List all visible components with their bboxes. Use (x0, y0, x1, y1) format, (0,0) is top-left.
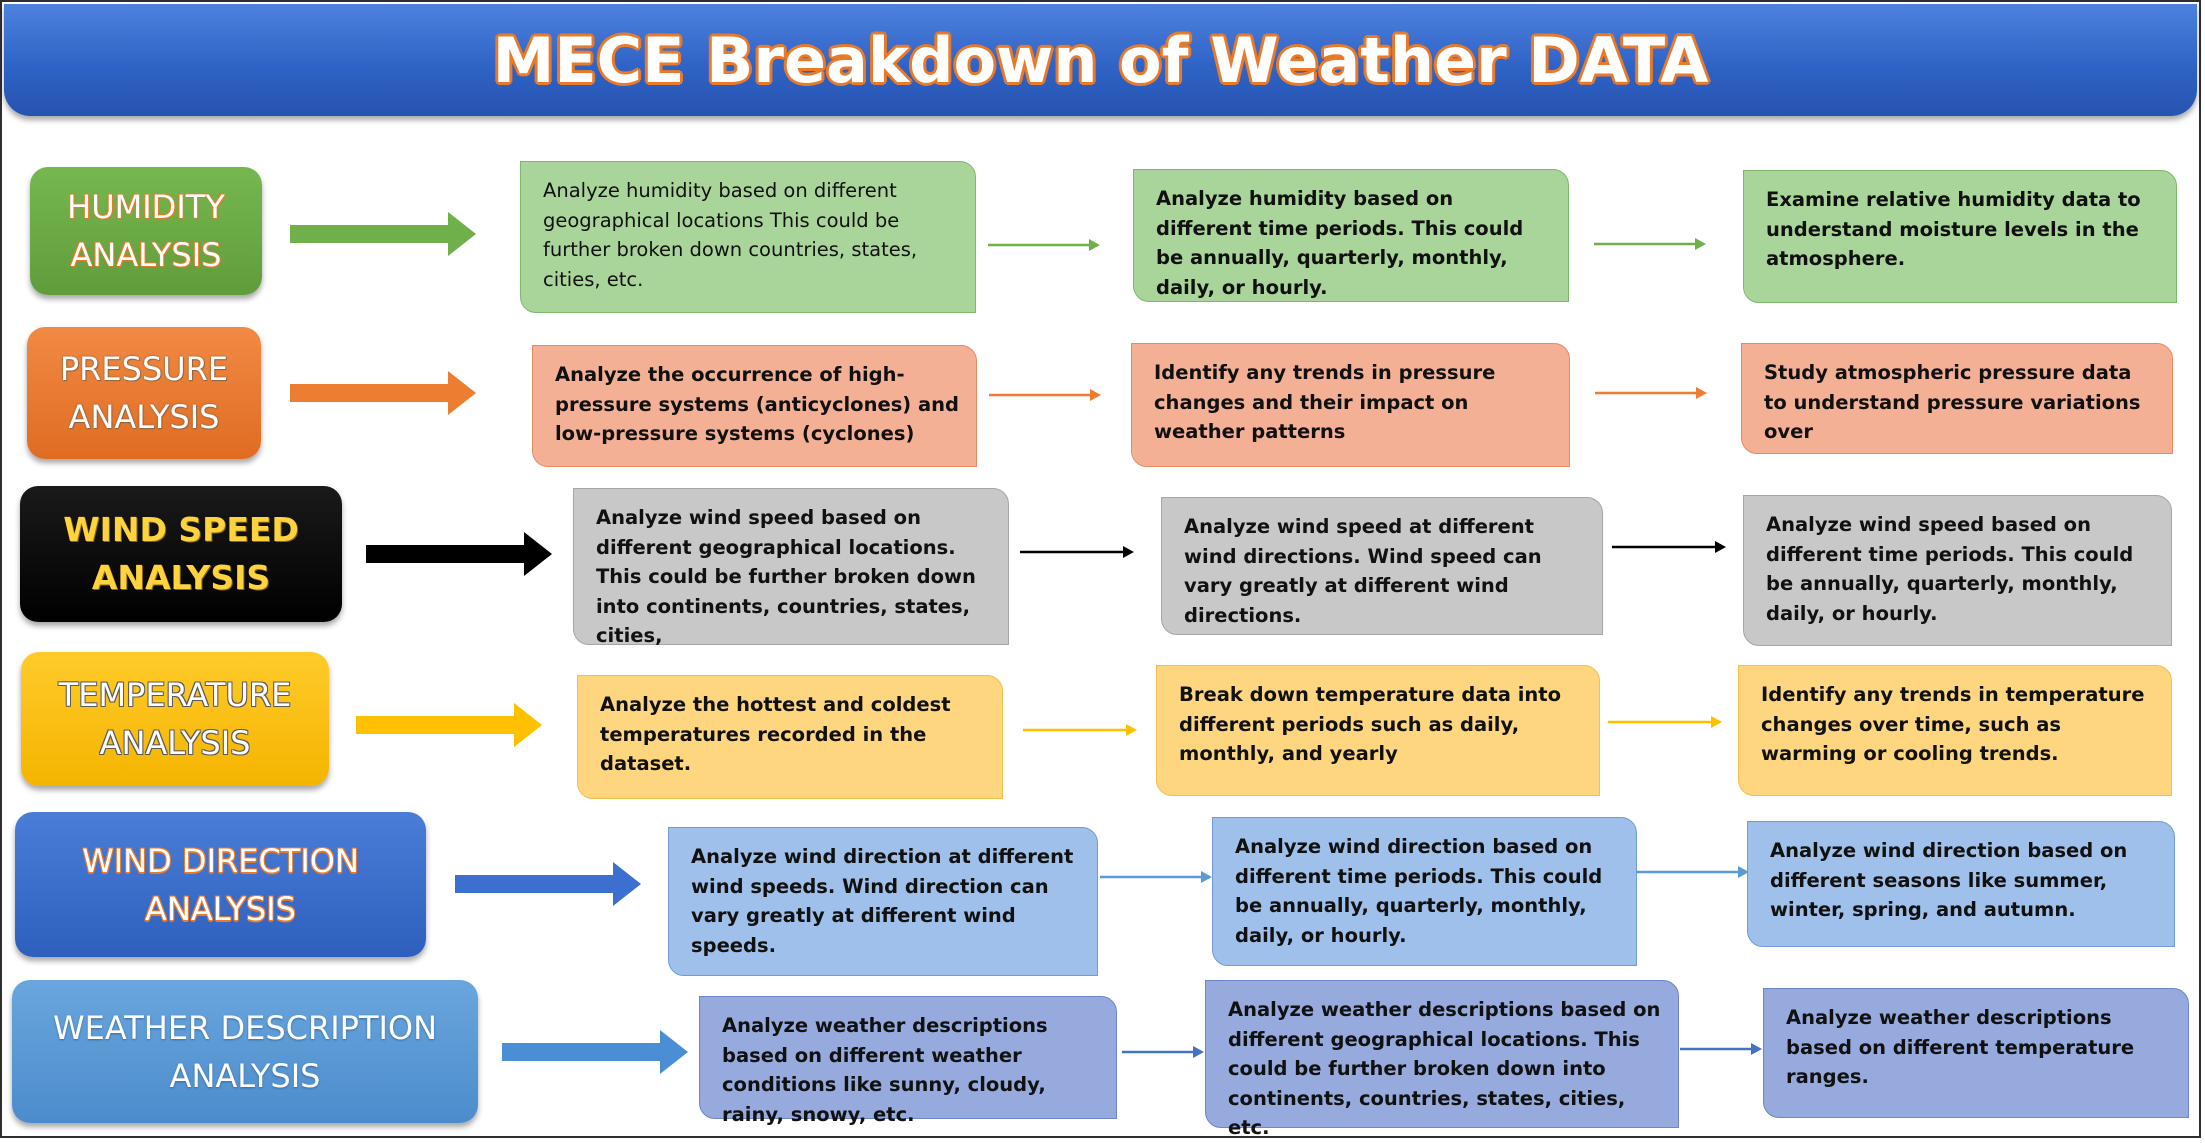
item-wind-speed-2: Analyze wind speed at different wind dir… (1161, 497, 1603, 635)
connector-weather-description-2 (1680, 1043, 1762, 1055)
item-temperature-2: Break down temperature data into differe… (1156, 665, 1600, 796)
item-weather-description-2: Analyze weather descriptions based on di… (1205, 980, 1679, 1139)
item-wind-speed-1: Analyze wind speed based on different ge… (573, 488, 1009, 647)
item-wind-speed-3: Analyze wind speed based on different ti… (1743, 495, 2172, 646)
connector-wind-speed-1 (1020, 546, 1134, 558)
arrow-pressure (290, 371, 476, 415)
item-temperature-3: Identify any trends in temperature chang… (1738, 665, 2172, 796)
connector-pressure-1 (989, 389, 1101, 401)
item-pressure-2: Identify any trends in pressure changes … (1131, 343, 1570, 467)
arrow-weather-description (502, 1030, 688, 1074)
connector-wind-speed-2 (1612, 541, 1726, 553)
arrow-wind-direction (455, 862, 641, 906)
item-temperature-1: Analyze the hottest and coldest temperat… (577, 675, 1003, 799)
category-wind-speed: WIND SPEED ANALYSIS (20, 486, 342, 622)
title-banner: MECE Breakdown of Weather DATA (4, 4, 2197, 116)
arrow-temperature (356, 703, 542, 747)
item-humidity-1: Analyze humidity based on different geog… (520, 161, 976, 313)
item-wind-direction-1: Analyze wind direction at different wind… (668, 827, 1098, 976)
category-pressure: PRESSURE ANALYSIS (27, 327, 261, 459)
diagram-title: MECE Breakdown of Weather DATA (492, 23, 1709, 97)
connector-wind-direction-2 (1637, 866, 1749, 878)
arrow-wind-speed (366, 532, 552, 576)
connector-humidity-2 (1594, 238, 1706, 250)
item-pressure-3: Study atmospheric pressure data to under… (1741, 343, 2173, 454)
item-wind-direction-2: Analyze wind direction based on differen… (1212, 817, 1637, 966)
item-pressure-1: Analyze the occurrence of high-pressure … (532, 345, 977, 467)
connector-weather-description-1 (1122, 1046, 1204, 1058)
category-weather-description: WEATHER DESCRIPTION ANALYSIS (12, 980, 478, 1123)
connector-temperature-2 (1608, 716, 1722, 728)
item-wind-direction-3: Analyze wind direction based on differen… (1747, 821, 2175, 947)
arrow-humidity (290, 212, 476, 256)
item-weather-description-1: Analyze weather descriptions based on di… (699, 996, 1117, 1126)
item-weather-description-3: Analyze weather descriptions based on di… (1763, 988, 2189, 1118)
category-wind-direction: WIND DIRECTION ANALYSIS (15, 812, 426, 957)
connector-temperature-1 (1023, 724, 1137, 736)
category-humidity: HUMIDITY ANALYSIS (30, 167, 262, 295)
item-humidity-3: Examine relative humidity data to unders… (1743, 170, 2177, 303)
connector-pressure-2 (1595, 387, 1707, 399)
category-temperature: TEMPERATURE ANALYSIS (21, 652, 329, 786)
connector-wind-direction-1 (1100, 871, 1212, 883)
item-humidity-2: Analyze humidity based on different time… (1133, 169, 1569, 302)
connector-humidity-1 (988, 239, 1100, 251)
